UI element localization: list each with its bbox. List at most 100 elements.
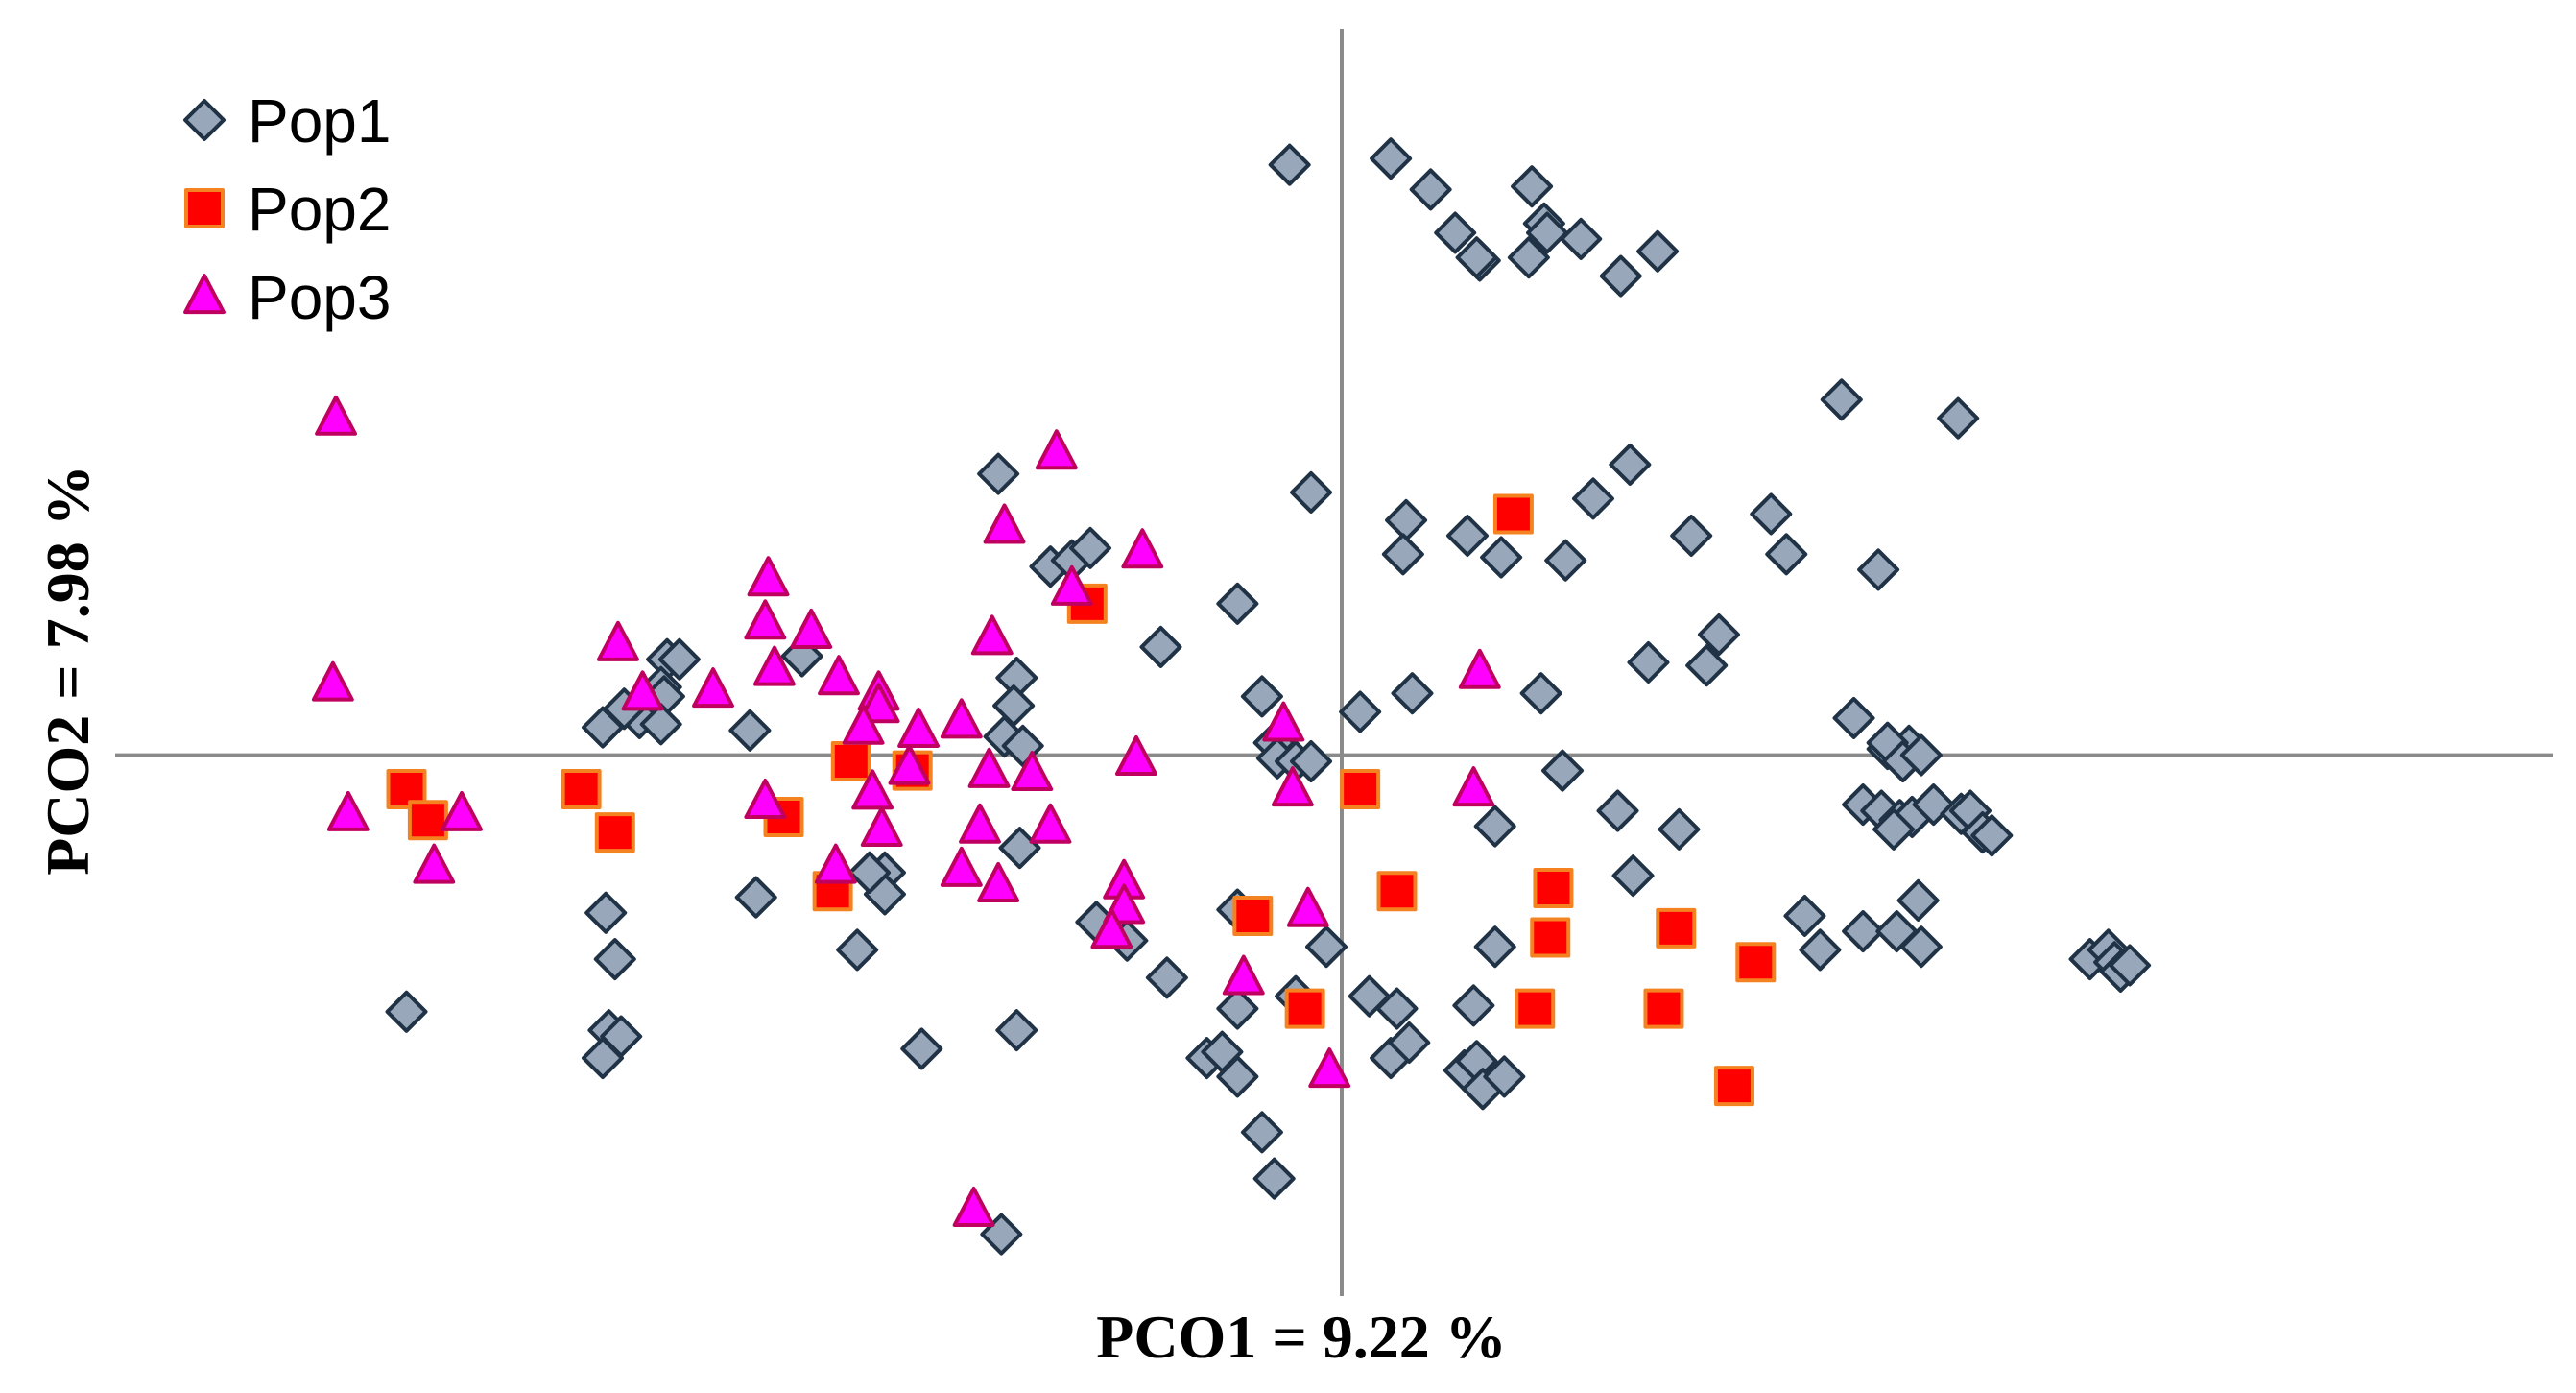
pop1-point <box>900 1027 943 1070</box>
pop2-point <box>1735 942 1777 983</box>
pop1-point <box>1799 928 1842 972</box>
pop3-point <box>597 620 639 661</box>
pop1-point <box>593 938 636 981</box>
pop1-point <box>1216 987 1259 1030</box>
pop1-point <box>582 1037 624 1080</box>
pop2-point <box>1232 896 1274 936</box>
pop1-point <box>639 703 682 746</box>
pop1-point <box>1519 672 1562 715</box>
pop2-point <box>594 812 635 853</box>
pop1-point <box>1375 987 1419 1030</box>
data-points <box>311 137 2152 1256</box>
pop3-point <box>1121 528 1164 569</box>
pop1-point <box>1783 895 1826 937</box>
pop1-point <box>1434 211 1477 254</box>
pop2-point <box>1515 988 1556 1029</box>
pop3-point <box>818 655 860 696</box>
legend-label: Pop1 <box>248 86 391 156</box>
pop1-point <box>1507 236 1550 279</box>
pop3-point <box>744 779 787 820</box>
pop3-point <box>315 395 357 436</box>
pop3-point <box>413 843 456 884</box>
pop3-point <box>940 846 983 887</box>
pop3-point <box>1011 751 1054 792</box>
pop3-point <box>959 803 1001 844</box>
pop1-point <box>1937 396 1980 440</box>
pop1-point <box>1571 477 1614 520</box>
pop2-point <box>1340 769 1381 809</box>
pop1-point <box>1511 165 1554 208</box>
pop3-point <box>1029 803 1072 844</box>
pop3-point <box>1222 954 1265 996</box>
pop1-point <box>1240 675 1283 718</box>
pop2-point <box>1713 1066 1754 1107</box>
pop1-point <box>1145 956 1188 999</box>
legend-label: Pop3 <box>248 263 391 332</box>
pop1-point <box>1765 533 1808 576</box>
pop1-point <box>1216 582 1259 625</box>
pop1-point <box>1409 168 1452 211</box>
pop1-point <box>2109 944 2152 987</box>
x-axis-title: PCO1 = 9.22 % <box>1096 1303 1507 1371</box>
pop2-point <box>1530 917 1571 958</box>
legend-marker-square <box>184 188 225 228</box>
pop3-point <box>977 861 1020 902</box>
legend-item-pop3: Pop3 <box>183 263 391 332</box>
pop3-point <box>1050 564 1093 606</box>
pop3-point <box>1458 648 1501 689</box>
pop1-point <box>1473 925 1516 969</box>
pop3-point <box>790 608 833 649</box>
pop3-point <box>851 769 894 810</box>
pop1-point <box>1544 539 1587 582</box>
pop3-point <box>744 599 787 640</box>
pop3-point <box>747 556 790 597</box>
pop3-point <box>1035 429 1078 470</box>
pop1-point <box>1685 644 1729 687</box>
pop3-point <box>983 503 1026 544</box>
pop1-point <box>1857 548 1900 591</box>
pop3-point <box>1271 766 1314 807</box>
pop3-point <box>752 645 796 686</box>
pop1-point <box>1290 470 1333 514</box>
pop1-point <box>1820 378 1863 421</box>
pop2-point <box>561 769 602 809</box>
pop1-point <box>1627 641 1670 684</box>
pop1-point <box>1832 696 1875 739</box>
pop1-point <box>836 928 879 972</box>
pop2-point <box>1656 907 1697 949</box>
pop1-point <box>1452 984 1495 1027</box>
legend-marker-diamond <box>183 99 226 141</box>
pop3-point <box>441 790 483 831</box>
pop1-point <box>1139 625 1182 668</box>
legend-marker-triangle <box>183 274 226 315</box>
pop3-point <box>940 698 983 739</box>
pop1-point <box>1611 854 1655 898</box>
pop1-point <box>1252 1157 1296 1200</box>
pop2-point <box>1376 871 1418 912</box>
pop1-point <box>1069 526 1111 569</box>
pop1-point <box>1560 217 1603 260</box>
series-pop2 <box>386 493 1777 1107</box>
pop1-point <box>1899 925 1943 969</box>
axes <box>115 29 2553 1296</box>
pop1-point <box>847 851 891 894</box>
pop1-point <box>385 990 428 1033</box>
pop1-point <box>1872 807 1916 851</box>
pop3-point <box>897 707 941 748</box>
y-axis-title: PCO2 = 7.98 % <box>34 465 102 876</box>
pop3-point <box>970 614 1014 656</box>
pop1-point <box>1385 498 1428 541</box>
pop2-point <box>830 741 871 782</box>
pop1-point <box>1388 1021 1431 1064</box>
pop1-point <box>1268 143 1311 186</box>
pop3-point <box>967 747 1011 788</box>
pop3-point <box>326 790 370 831</box>
pop1-point <box>1290 740 1333 783</box>
pop1-point <box>728 709 772 752</box>
pop3-point <box>1114 734 1157 776</box>
pop1-point <box>1381 533 1424 576</box>
legend: Pop1 Pop2 Pop3 <box>183 86 391 332</box>
pop3-point <box>842 704 885 745</box>
pop1-point <box>1899 733 1943 777</box>
